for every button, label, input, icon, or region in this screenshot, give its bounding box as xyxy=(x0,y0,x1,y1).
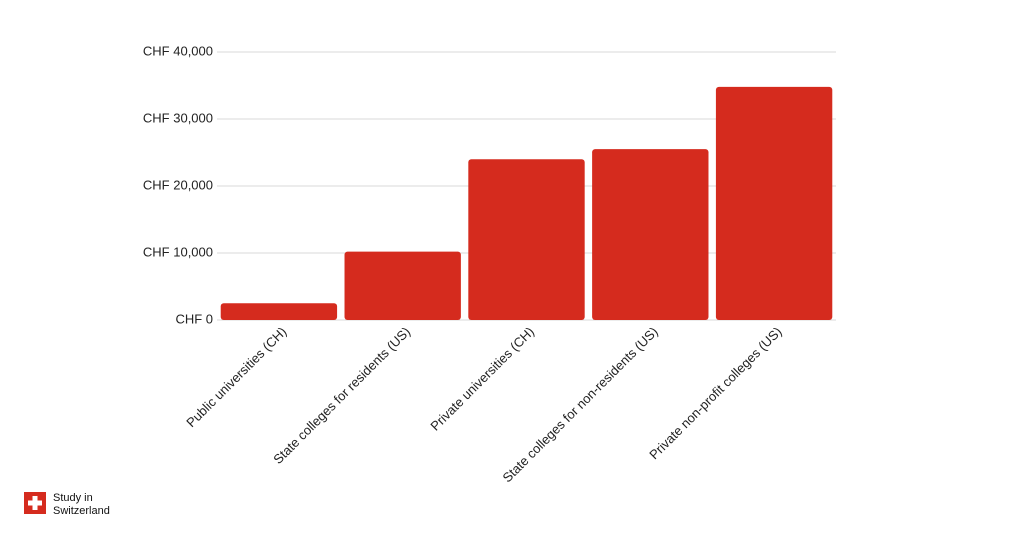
x-tick-label: Private non-profit colleges (US) xyxy=(646,324,784,462)
logo-text: Switzerland xyxy=(53,505,110,517)
x-tick-label: State colleges for residents (US) xyxy=(270,324,413,467)
y-tick-label: CHF 0 xyxy=(175,311,213,326)
bar xyxy=(220,303,338,320)
x-tick-label: State colleges for non-residents (US) xyxy=(500,324,661,485)
x-tick-label: Private universities (CH) xyxy=(427,324,537,434)
y-tick-label: CHF 20,000 xyxy=(143,177,213,192)
y-tick-label: CHF 30,000 xyxy=(143,110,213,125)
bar xyxy=(344,251,461,320)
bar xyxy=(468,159,585,320)
logo-text: Study in xyxy=(53,492,93,504)
x-tick-label: Public universities (CH) xyxy=(183,324,289,430)
bar xyxy=(715,86,833,320)
y-tick-label: CHF 40,000 xyxy=(143,43,213,58)
bar xyxy=(592,149,709,320)
y-tick-label: CHF 10,000 xyxy=(143,244,213,259)
logo: Study in Switzerland xyxy=(24,492,110,517)
logo-cross xyxy=(28,500,42,506)
